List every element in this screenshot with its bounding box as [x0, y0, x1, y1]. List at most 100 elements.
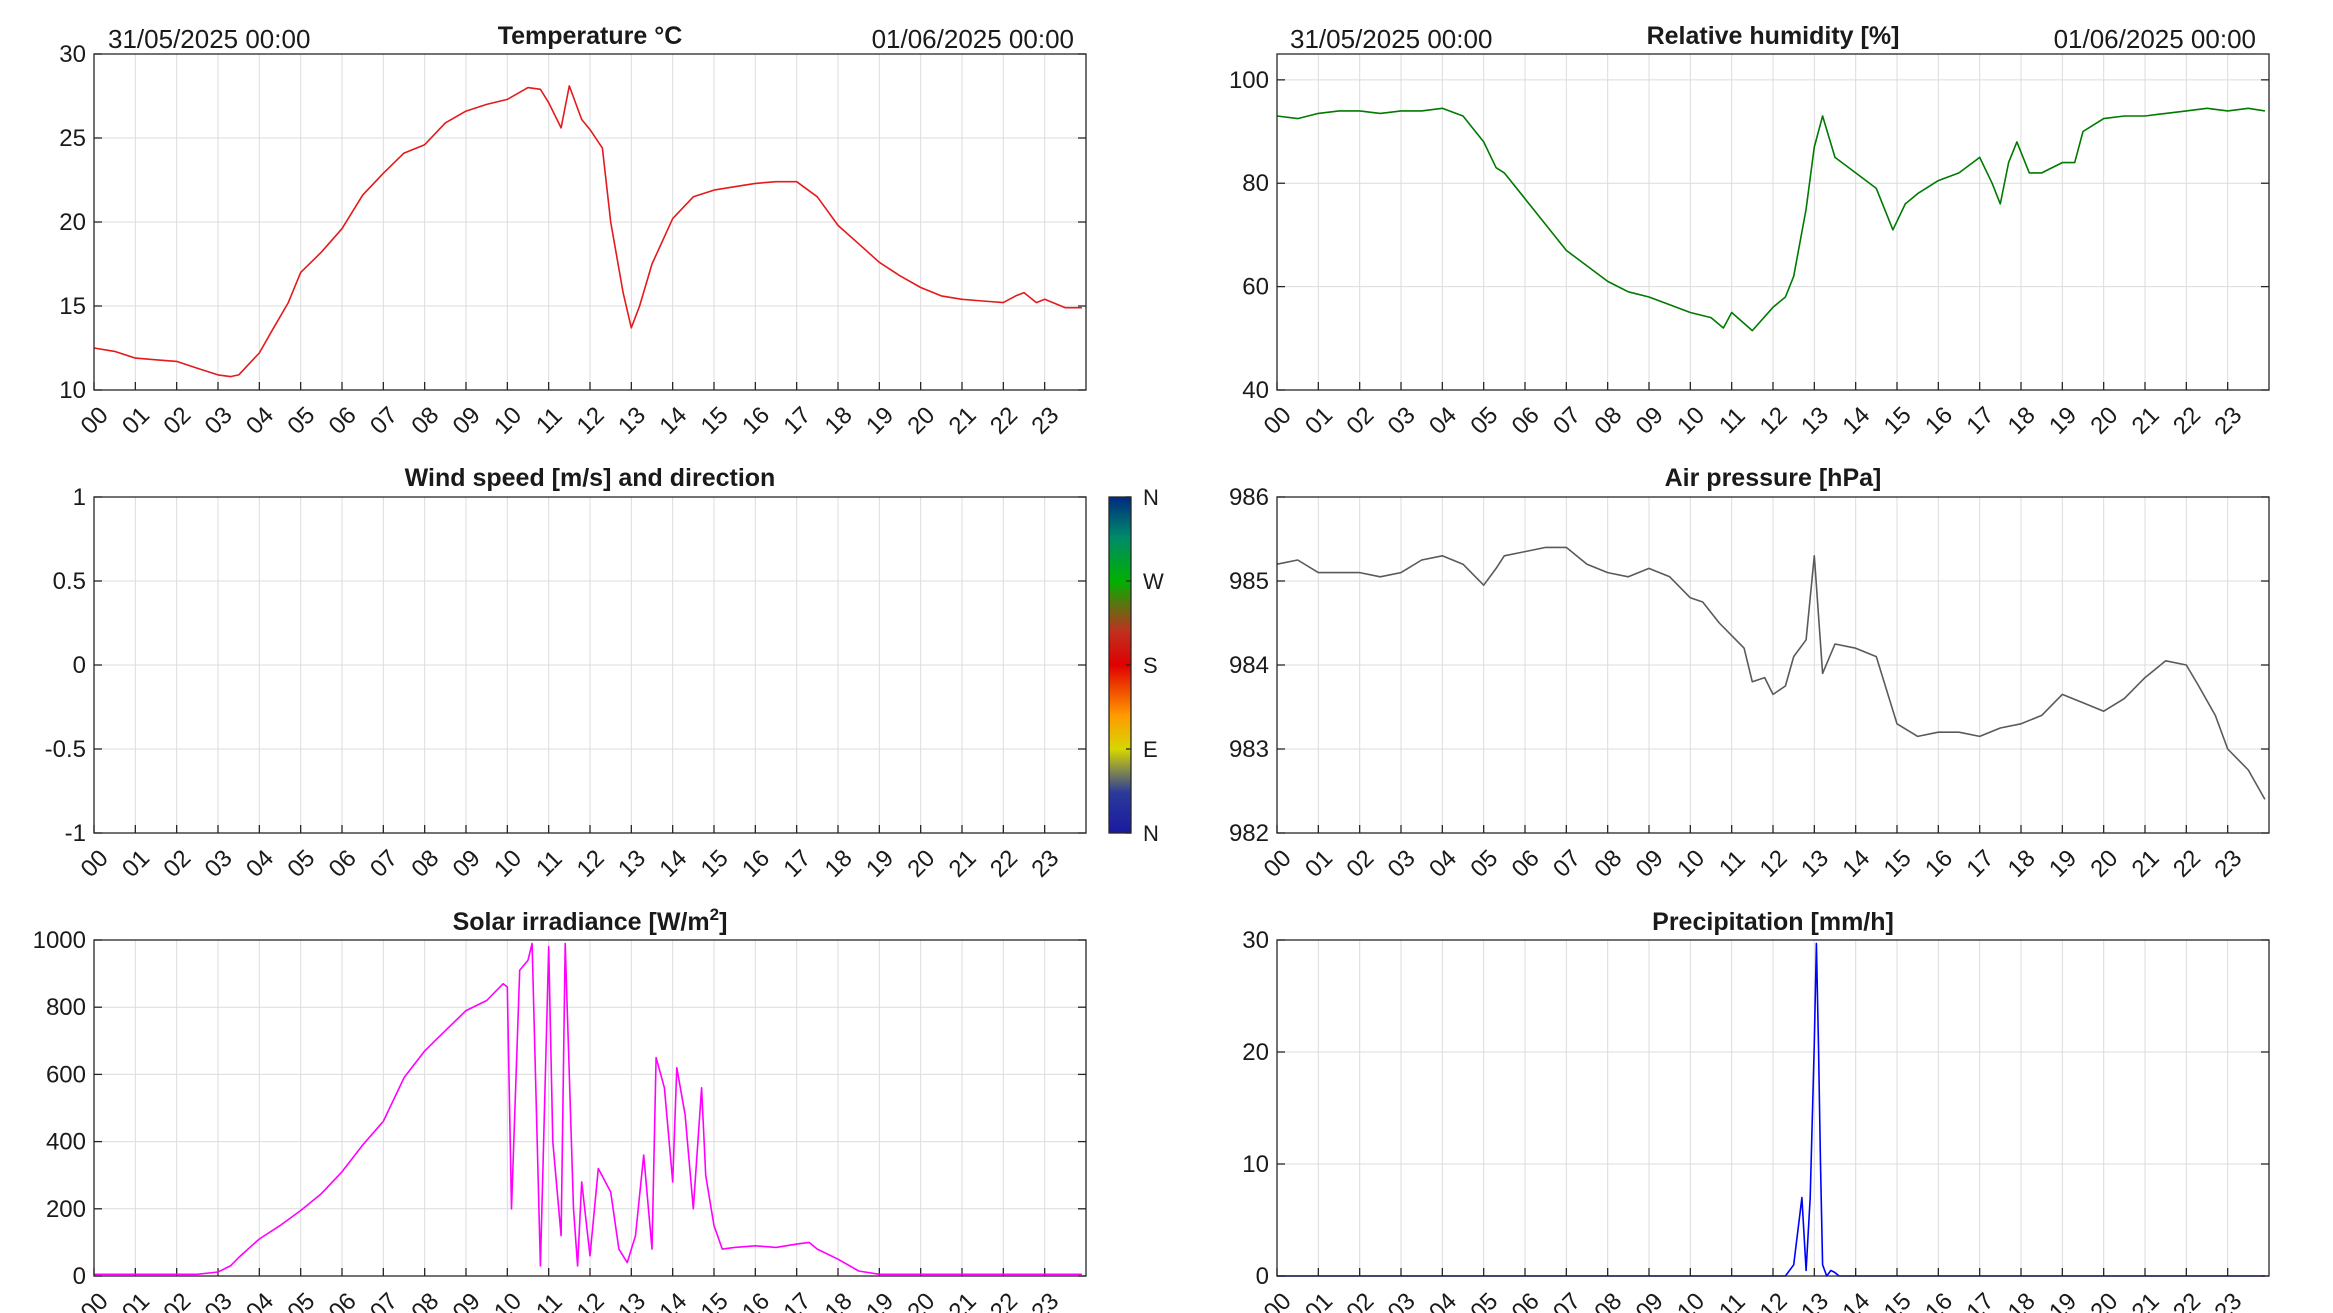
x-tick-label: 02	[158, 402, 196, 440]
x-tick-label: 19	[2044, 402, 2082, 440]
x-tick-label: 21	[2127, 402, 2165, 440]
colorbar-tick-label: N	[1143, 821, 1159, 846]
x-tick-label: 15	[1879, 402, 1917, 440]
x-tick-label: 13	[1796, 1288, 1834, 1313]
x-tick-label: 00	[1259, 845, 1297, 883]
plot-area-frame	[93, 53, 1087, 391]
x-tick-label: 05	[282, 402, 320, 440]
x-tick-label: 11	[1714, 1288, 1751, 1313]
chart-title: Relative humidity [%]	[1647, 22, 1900, 50]
y-tick-label: 20	[59, 209, 86, 236]
x-tick-label: 23	[2209, 1288, 2247, 1313]
x-tick-label: 08	[1589, 1288, 1627, 1313]
x-tick-label: 22	[2168, 1288, 2206, 1313]
x-tick-label: 09	[448, 845, 486, 883]
chart-title: Temperature °C	[498, 22, 683, 50]
x-tick-label: 21	[2127, 1288, 2165, 1313]
x-tick-label: 03	[1383, 845, 1421, 883]
x-tick-label: 18	[2003, 845, 2041, 883]
y-tick-label: 1000	[33, 927, 86, 954]
x-tick-label: 09	[1631, 845, 1669, 883]
x-tick-label: 03	[200, 1288, 238, 1313]
y-tick-label: 80	[1242, 170, 1269, 197]
plot-area-frame	[93, 496, 1087, 834]
y-tick-label: 200	[46, 1196, 86, 1223]
humidity-chart: Relative humidity [%] 00 01 02 03 04 05 06 07 08…	[1229, 22, 2270, 440]
x-tick-label: 12	[572, 845, 610, 883]
x-tick-label: 06	[1507, 1288, 1545, 1313]
x-tick-label: 20	[2085, 402, 2123, 440]
y-tick-label: -0.5	[45, 736, 86, 763]
x-tick-label: 18	[2003, 402, 2041, 440]
x-tick-label: 16	[737, 1288, 775, 1313]
x-tick-label: 07	[365, 402, 403, 440]
x-tick-label: 22	[2168, 402, 2206, 440]
wind-direction-colorbar: N E S W N	[1108, 485, 1164, 846]
y-tick-label: 20	[1242, 1039, 1269, 1066]
plot-area-frame	[1276, 53, 2270, 391]
x-tick-label: 12	[572, 1288, 610, 1313]
x-tick-label: 01	[1300, 402, 1338, 440]
x-tick-label: 10	[1672, 402, 1710, 440]
x-tick-label: 12	[1755, 402, 1793, 440]
x-tick-label: 06	[324, 845, 362, 883]
x-tick-label: 09	[1631, 402, 1669, 440]
y-tick-label: 25	[59, 125, 86, 152]
x-tick-label: 13	[613, 845, 651, 883]
x-tick-label: 17	[1961, 845, 1999, 883]
x-tick-label: 02	[1341, 845, 1379, 883]
x-tick-label: 15	[696, 402, 734, 440]
y-tick-label: 985	[1229, 568, 1269, 595]
x-tick-label: 23	[1026, 402, 1064, 440]
x-tick-label: 17	[778, 402, 816, 440]
plot-area-frame	[93, 939, 1087, 1277]
x-tick-label: 04	[1424, 402, 1462, 440]
solar-chart: Solar irradiance [W/m2] 00 01 02 03 04 05 06 07…	[33, 905, 1087, 1313]
x-tick-label: 17	[1961, 402, 1999, 440]
x-tick-label: 18	[820, 1288, 858, 1313]
x-tick-label: 04	[1424, 845, 1462, 883]
x-tick-label: 00	[1259, 402, 1297, 440]
x-tick-label: 07	[1548, 1288, 1586, 1313]
x-tick-label: 14	[654, 1288, 692, 1313]
x-tick-label: 03	[1383, 402, 1421, 440]
x-tick-label: 09	[448, 402, 486, 440]
x-tick-label: 20	[902, 845, 940, 883]
y-tick-label: 986	[1229, 484, 1269, 511]
x-tick-label: 08	[1589, 845, 1627, 883]
x-tick-label: 19	[861, 845, 899, 883]
x-tick-label: 13	[613, 1288, 651, 1313]
y-tick-label: 982	[1229, 820, 1269, 847]
x-tick-label: 19	[861, 1288, 899, 1313]
pressure-chart: Air pressure [hPa] 00 01 02 03 04 05 06 07 08 09 1…	[1229, 464, 2270, 883]
x-tick-label: 13	[1796, 845, 1834, 883]
x-tick-label: 21	[944, 402, 982, 440]
precipitation-chart: Precipitation [mm/h] 00 01 02 03 04 05 06 07 08 0…	[1242, 908, 2270, 1313]
chart-title: Air pressure [hPa]	[1665, 464, 1882, 492]
y-tick-label: 400	[46, 1129, 86, 1156]
x-tick-label: 03	[200, 402, 238, 440]
x-tick-label: 01	[1300, 845, 1338, 883]
y-tick-label: 100	[1229, 67, 1269, 94]
x-tick-label: 09	[1631, 1288, 1669, 1313]
x-tick-label: 00	[76, 845, 114, 883]
temperature-chart: Temperature °C 00 01 02 03 04 05 06 07 08 09 10 11 1…	[59, 22, 1087, 440]
x-tick-label: 06	[324, 1288, 362, 1313]
colorbar-tick-label: E	[1143, 737, 1158, 762]
x-tick-label: 16	[737, 845, 775, 883]
x-tick-label: 15	[696, 845, 734, 883]
y-tick-label: 30	[59, 41, 86, 68]
x-tick-label: 16	[1920, 402, 1958, 440]
x-tick-label: 21	[944, 845, 982, 883]
x-tick-label: 19	[861, 402, 899, 440]
y-tick-label: 984	[1229, 652, 1269, 679]
x-tick-label: 12	[572, 402, 610, 440]
x-tick-label: 16	[1920, 845, 1958, 883]
x-tick-label: 12	[1755, 845, 1793, 883]
x-tick-label: 10	[489, 1288, 527, 1313]
x-tick-label: 10	[1672, 1288, 1710, 1313]
x-tick-label: 07	[1548, 845, 1586, 883]
y-tick-label: 0	[73, 1263, 86, 1290]
x-tick-label: 10	[489, 402, 527, 440]
chart-title: Precipitation [mm/h]	[1652, 908, 1894, 936]
